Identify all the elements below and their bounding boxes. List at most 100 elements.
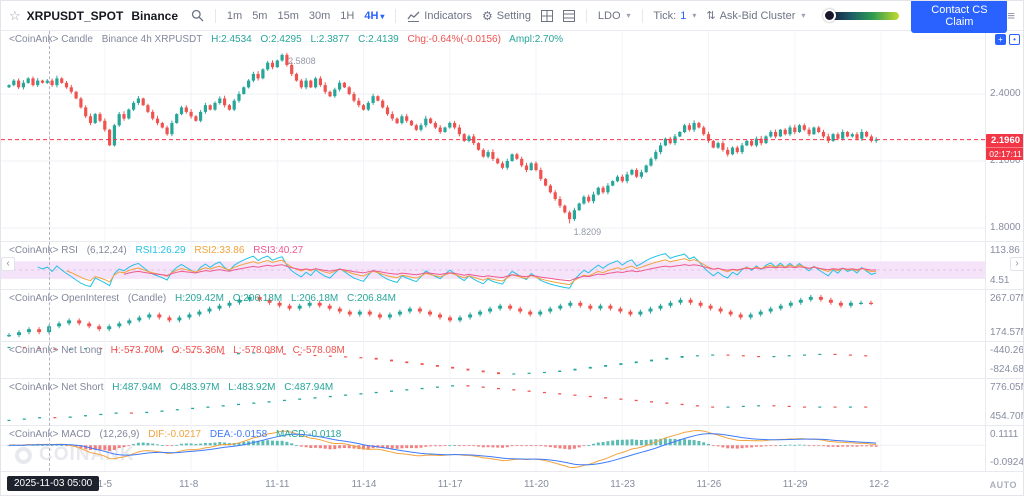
indicators-icon	[407, 11, 420, 22]
macd-value: MACD:-0.0118	[275, 429, 342, 440]
net-long-canvas[interactable]	[1, 342, 985, 379]
oi-axis-max: 267.07M	[990, 293, 1023, 304]
open-interest-legend: <CoinAnk> OpenInterest (Candle) H:209.42…	[9, 293, 402, 304]
timeframe-15m[interactable]: 15m	[277, 9, 299, 22]
auto-scale-toggle[interactable]: AUTO	[989, 480, 1017, 490]
macd-axis-min: -0.0924	[990, 457, 1024, 468]
price-axis-label: 1.8000	[990, 222, 1021, 234]
toolbar: ☆ XRPUSDT_SPOT Binance 1m 5m 15m 30m 1H …	[1, 1, 1023, 33]
rsi-chart-canvas[interactable]	[1, 242, 985, 290]
tick-dropdown[interactable]: Tick: 1 ▾	[653, 10, 696, 22]
chevron-down-icon: ▾	[692, 11, 697, 20]
divider	[586, 8, 587, 23]
exchange-label: Binance	[131, 8, 179, 23]
time-axis-label: 11-14	[351, 479, 377, 490]
oi-open: O:206.18M	[232, 293, 283, 304]
slider-knob[interactable]	[823, 8, 837, 22]
legend-source: <CoinAnk> RSI	[9, 245, 78, 256]
oi-axis-min: 174.57M	[990, 327, 1023, 338]
time-axis-label: 11-8	[179, 479, 199, 490]
current-price-badge: 2.1960 02:17:11	[986, 133, 1023, 160]
current-price-value: 2.1960	[990, 134, 1021, 146]
tick-value: 1	[680, 9, 687, 22]
time-axis-label: 11-26	[696, 479, 722, 490]
candle-countdown: 02:17:11	[986, 146, 1023, 160]
legend-open: O:2.4295	[260, 34, 302, 45]
chevron-down-icon: ▾	[801, 11, 806, 20]
layout-grid-icon[interactable]	[541, 9, 554, 22]
timeframe-30m[interactable]: 30m	[308, 9, 331, 22]
indicators-button[interactable]: Indicators	[407, 10, 472, 22]
ldo-dropdown[interactable]: LDO ▾	[598, 10, 631, 22]
tick-label: Tick:	[653, 9, 677, 22]
net-short-canvas[interactable]	[1, 379, 985, 426]
rsi-panel[interactable]: <CoinAnk> RSI (6,12,24) RSI1:26.29 RSI2:…	[1, 241, 1023, 290]
netshort-open: O:483.97M	[169, 382, 220, 393]
legend-source: <CoinAnk> OpenInterest	[9, 293, 120, 304]
collapse-right-chevron[interactable]: ›	[1010, 257, 1023, 271]
favorite-star-icon[interactable]: ☆	[9, 7, 21, 23]
net-short-panel[interactable]: <CoinAnk> Net Short H:487.94M O:483.97M …	[1, 378, 1023, 426]
divider	[395, 8, 397, 23]
macd-legend: <CoinAnk> MACD (12,26,9) DIF:-0.0217 DEA…	[9, 429, 347, 440]
rsi2-value: RSI2:33.86	[194, 245, 245, 256]
high-price-annotation: 2.5808	[288, 55, 316, 66]
setting-button[interactable]: ⚙ Setting	[482, 9, 531, 23]
open-interest-panel[interactable]: <CoinAnk> OpenInterest (Candle) H:209.42…	[1, 289, 1023, 342]
contact-cs-button[interactable]: Contact CS Claim	[911, 1, 1008, 33]
net-long-panel[interactable]: <CoinAnk> Net Long H:-573.70M O:-575.36M…	[1, 341, 1024, 379]
open-interest-canvas[interactable]	[1, 290, 985, 342]
collapse-left-chevron[interactable]: ‹	[1, 257, 15, 271]
oi-low: L:206.18M	[290, 293, 339, 304]
time-axis-label: 12-2	[869, 479, 890, 490]
low-price-annotation: 1.8209	[573, 227, 602, 238]
legend-source: <CoinAnk> Net Short	[9, 382, 104, 393]
time-axis-label: 11-20	[524, 479, 549, 490]
legend-source: <CoinAnk> Net Long	[9, 345, 102, 356]
symbol-title[interactable]: XRPUSDT_SPOT	[26, 8, 124, 23]
legend-amplitude: Ampl:2.70%	[509, 34, 564, 45]
pane-screenshot-icon[interactable]: •	[1009, 34, 1020, 45]
price-axis-label: 2.4000	[990, 88, 1021, 99]
netlong-open: O:-575.36M	[171, 345, 225, 356]
timeframe-5m[interactable]: 5m	[252, 9, 268, 22]
timeframe-1m[interactable]: 1m	[226, 9, 243, 22]
updown-arrows-icon: ⇅	[706, 10, 716, 22]
timeframe-4h-label: 4H	[364, 9, 379, 22]
setting-label: Setting	[496, 9, 532, 22]
rsi-legend: <CoinAnk> RSI (6,12,24) RSI1:26.29 RSI2:…	[9, 245, 309, 256]
time-axis-label: 11-17	[437, 479, 463, 490]
coinank-logo-ring	[15, 446, 32, 464]
menu-icon[interactable]: ≡	[1007, 8, 1016, 23]
price-axis-divider	[985, 31, 986, 471]
rsi3-value: RSI3:40.27	[253, 245, 304, 256]
pane-tool-icons: + •	[995, 34, 1020, 45]
askbid-label: Ask-Bid Cluster	[719, 9, 796, 22]
netlong-high: H:-573.70M	[110, 345, 163, 356]
legend-high: H:2.4534	[211, 34, 252, 45]
netshort-high: H:487.94M	[112, 382, 162, 393]
price-chart-panel[interactable]: <CoinAnk> Candle Binance 4h XRPUSDT H:2.…	[1, 31, 1023, 241]
panel-rows-icon[interactable]	[563, 9, 576, 22]
askbid-cluster-dropdown[interactable]: ⇅ Ask-Bid Cluster ▾	[706, 9, 806, 23]
macd-panel[interactable]: <CoinAnk> MACD (12,26,9) DIF:-0.0217 DEA…	[1, 425, 1024, 472]
timeframe-4h[interactable]: 4H ▾	[364, 10, 384, 22]
netshort-axis-max: 776.05M	[990, 382, 1023, 393]
crosshair-time-badge: 2025-11-03 05:00	[7, 476, 100, 491]
time-axis-label: 11-29	[782, 479, 808, 490]
timeframe-1h[interactable]: 1H	[340, 9, 355, 22]
legend-source: <CoinAnk> Candle	[9, 34, 93, 45]
legend-params: (6,12,24)	[86, 245, 127, 256]
gear-icon: ⚙	[482, 8, 493, 23]
legend-params: (Candle)	[127, 293, 167, 304]
pane-maximize-icon[interactable]: +	[995, 34, 1006, 45]
heatmap-intensity-slider[interactable]	[823, 8, 900, 22]
macd-canvas[interactable]	[1, 426, 985, 472]
netlong-axis-max: -440.26M	[990, 345, 1024, 356]
time-axis[interactable]: 2025-11-03 05:00 11-5 11-8 11-11 11-14 11-17…	[1, 471, 1023, 495]
candlestick-chart-canvas[interactable]	[1, 31, 985, 241]
netshort-low: L:483.92M	[228, 382, 276, 393]
search-icon[interactable]	[191, 9, 204, 22]
chevron-down-icon: ▾	[380, 11, 385, 21]
